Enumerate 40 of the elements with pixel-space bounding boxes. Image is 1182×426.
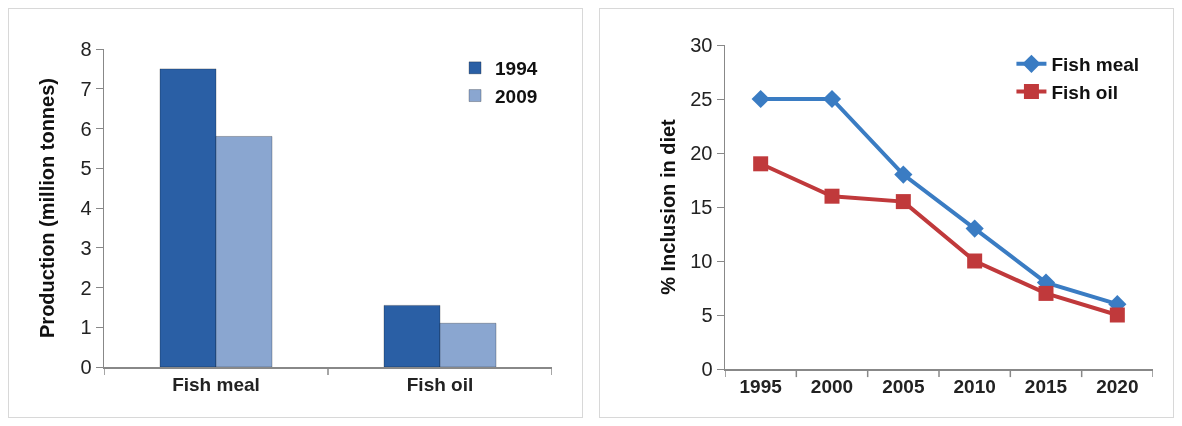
y-tick-label: 20 <box>690 142 713 164</box>
x-tick-label: 2010 <box>953 376 996 398</box>
point <box>895 194 911 210</box>
y-tick-label: 7 <box>80 77 92 100</box>
y-tick-label: 30 <box>690 34 713 56</box>
x-tick-label: 2020 <box>1096 376 1139 398</box>
y-tick-label: 0 <box>701 358 713 380</box>
point <box>822 89 842 109</box>
y-tick-label: 5 <box>701 304 713 326</box>
y-tick-label: 3 <box>80 236 92 259</box>
point <box>1038 285 1054 301</box>
y-tick-label: 2 <box>80 276 92 299</box>
y-tick-label: 10 <box>690 250 713 272</box>
x-tick-label: 2000 <box>810 376 854 398</box>
legend-label: 1994 <box>495 58 538 80</box>
y-axis-title: % Inclusion in diet <box>656 118 679 295</box>
legend-label: Fish oil <box>1051 81 1118 103</box>
x-tick-label: 1995 <box>739 376 783 398</box>
y-tick-label: 25 <box>690 88 713 110</box>
y-tick-label: 5 <box>80 157 92 180</box>
y-tick-label: 0 <box>80 356 92 378</box>
y-tick-label: 15 <box>690 196 713 218</box>
x-tick-label: 2005 <box>882 376 925 398</box>
point <box>1109 307 1125 323</box>
x-tick-label: Fish oil <box>406 374 474 396</box>
point <box>751 89 770 109</box>
legend-label: 2009 <box>495 85 538 107</box>
y-tick-label: 1 <box>80 316 92 339</box>
y-tick-label: 6 <box>80 117 92 140</box>
point <box>965 219 984 238</box>
y-tick-label: 4 <box>80 197 92 219</box>
point <box>967 253 983 269</box>
point <box>894 165 913 184</box>
x-tick-label: 2015 <box>1024 376 1068 398</box>
point <box>824 188 840 204</box>
legend-label: Fish meal <box>1051 54 1140 76</box>
y-axis-title: Production (million tonnes) <box>35 78 58 338</box>
point <box>753 156 769 172</box>
x-tick-label: Fish meal <box>172 374 260 396</box>
y-tick-label: 8 <box>80 38 92 60</box>
